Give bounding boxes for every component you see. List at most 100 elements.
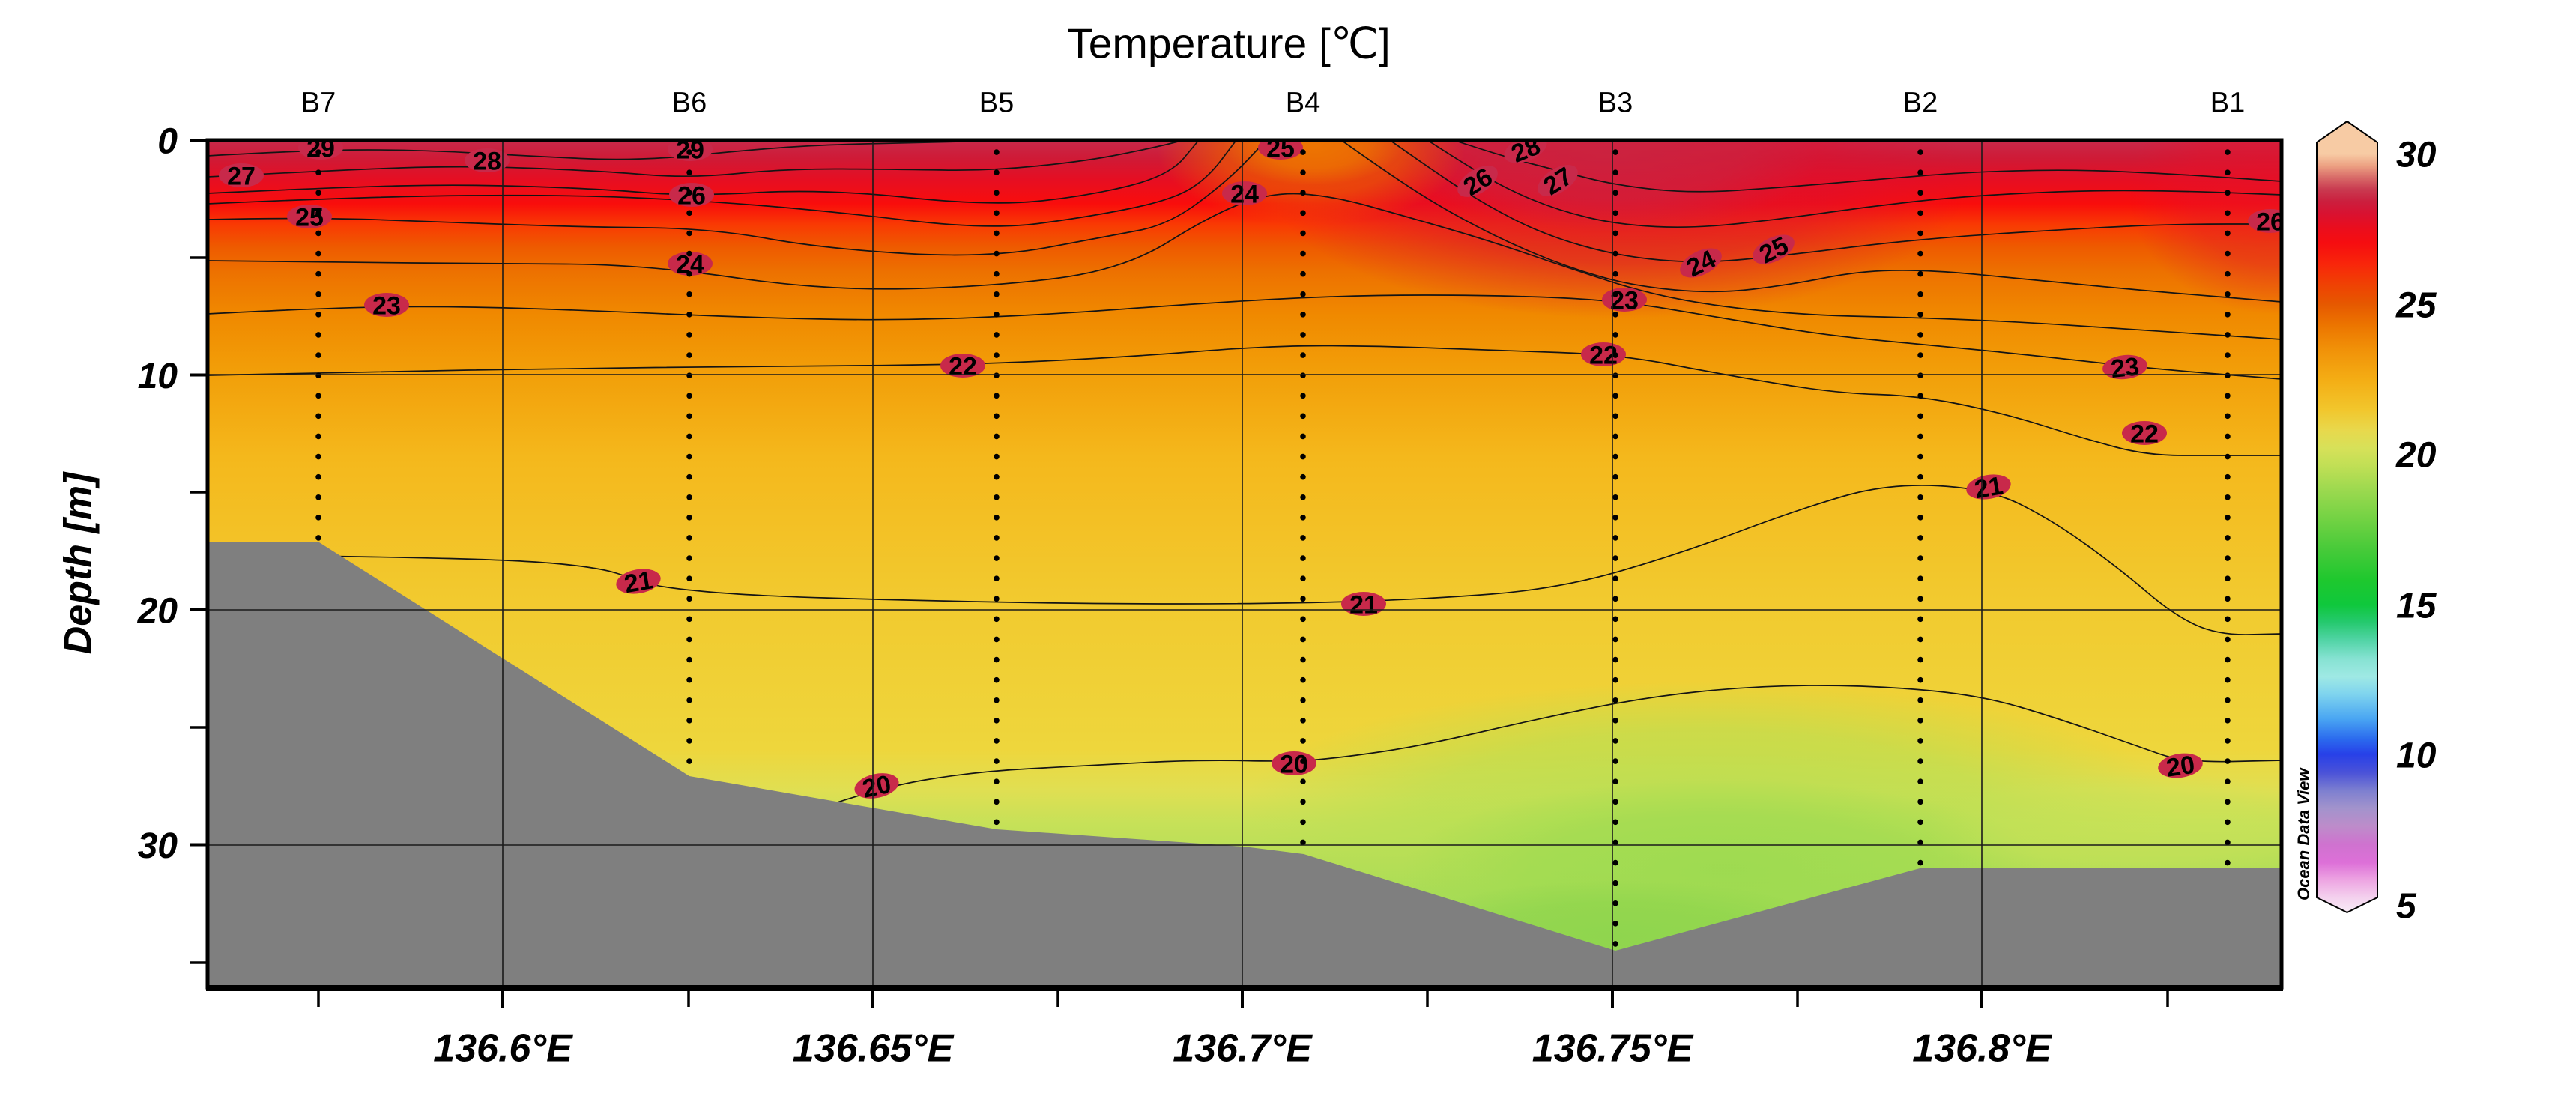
isotherm-29-contour	[208, 140, 1020, 160]
station-label-b2: B2	[1903, 88, 1938, 119]
plot-title: Temperature [℃]	[1067, 20, 1391, 68]
isotherm-27-contour	[1427, 140, 2282, 228]
contour-label-group: 27	[219, 162, 264, 190]
contour-label-knockout	[1504, 140, 1547, 163]
contour-label: 20	[2165, 751, 2197, 783]
contour-label-group: 22	[2122, 420, 2167, 448]
contour-label-knockout	[2248, 209, 2282, 233]
contour-label-group: 22	[940, 352, 985, 381]
contour-label-knockout	[669, 183, 714, 207]
contour-label: 25	[1266, 134, 1295, 163]
contour-label-knockout	[940, 354, 985, 378]
contour-label-knockout	[854, 773, 899, 799]
contour-label-knockout	[219, 163, 264, 187]
contour-label-knockout	[1457, 166, 1498, 197]
colorbar-tick-label: 20	[2395, 435, 2437, 475]
contour-label-group: 23	[364, 291, 409, 320]
contour-label-knockout	[2158, 753, 2203, 778]
contour-label: 20	[1280, 750, 1308, 778]
station-label-b7: B7	[301, 88, 336, 119]
contour-label-group: 29	[298, 140, 343, 163]
x-axis-tick-label: 136.75°E	[1532, 1027, 1694, 1071]
contour-label: 20	[860, 770, 894, 804]
contour-label: 25	[295, 203, 324, 231]
contour-label: 23	[2109, 352, 2141, 384]
seafloor-bathymetry	[208, 542, 2282, 987]
contour-label-knockout	[1581, 342, 1626, 366]
warm-right-edge	[2128, 140, 2282, 315]
colorbar-tick-label: 25	[2395, 285, 2437, 325]
colorbar-tick-label: 10	[2396, 736, 2437, 775]
isotherm-23-contour	[208, 294, 2282, 380]
isotherm-26-contour	[208, 140, 1237, 227]
isotherm-27-contour	[208, 140, 1200, 204]
isotherm-25-contour	[1340, 140, 2282, 303]
y-axis-tick-label: 0	[157, 121, 178, 161]
x-axis-tick-label: 136.8°E	[1912, 1027, 2052, 1071]
contour-label: 22	[2130, 420, 2159, 448]
contour-label-group: 21	[1966, 471, 2011, 504]
contour-label: 21	[622, 566, 655, 599]
contour-label: 23	[372, 291, 401, 320]
contour-label-knockout	[1680, 248, 1722, 278]
colorbar-tick-label: 30	[2396, 135, 2437, 175]
colorbar-tick-label: 15	[2396, 586, 2437, 626]
contour-label: 22	[949, 352, 977, 381]
contour-label: 26	[677, 181, 706, 210]
x-axis-tick-label: 136.6°E	[433, 1027, 573, 1071]
isotherm-28-contour	[208, 140, 1185, 178]
station-label-b5: B5	[979, 88, 1014, 119]
contour-label-knockout	[1272, 751, 1316, 775]
warm-pool-b3-core	[1401, 140, 1821, 232]
contour-label-knockout	[1753, 234, 1795, 264]
contour-label-knockout	[298, 140, 343, 160]
contour-label-group: 26	[1457, 163, 1498, 202]
contour-label-group: 23	[2102, 352, 2147, 384]
contour-label-knockout	[1966, 474, 2011, 500]
contour-label: 23	[1610, 286, 1639, 315]
contour-label: 24	[1230, 180, 1259, 208]
station-label-b1: B1	[2210, 88, 2245, 119]
x-axis-tick-label: 136.7°E	[1173, 1027, 1313, 1071]
contour-label-group: 25	[1258, 134, 1303, 163]
contour-label-group: 20	[1272, 750, 1316, 778]
contour-label-knockout	[1538, 165, 1578, 196]
contour-label: 27	[227, 162, 256, 190]
station-label-b6: B6	[672, 88, 707, 119]
contour-label-group: 20	[2158, 751, 2203, 783]
isotherm-22-contour	[208, 345, 2282, 456]
y-axis-tick-label: 20	[137, 591, 178, 631]
contour-label-knockout	[2102, 354, 2147, 380]
contour-label-group: 28	[465, 147, 510, 175]
contour-label: 28	[473, 147, 501, 175]
contour-label: 26	[2256, 208, 2285, 236]
contour-label-knockout	[465, 148, 510, 172]
y-axis-title: Depth [m]	[57, 471, 100, 654]
odv-credit-text: Ocean Data View	[2294, 767, 2313, 900]
contour-label: 21	[1972, 471, 2005, 504]
contour-label-group: 26	[669, 181, 714, 210]
station-label-b4: B4	[1286, 88, 1320, 119]
contour-label-knockout	[287, 205, 332, 228]
contour-label-knockout	[1222, 181, 1267, 205]
contour-label-knockout	[668, 252, 713, 276]
contour-label-group: 20	[854, 770, 899, 804]
contour-label-group: 26	[2248, 208, 2285, 236]
contour-label: 21	[1349, 590, 1378, 619]
y-axis-tick-label: 30	[138, 826, 178, 866]
contour-label-group: 24	[1222, 180, 1267, 208]
colorbar-tick-label: 5	[2396, 886, 2417, 926]
plot-interior: 2927252328292624222120252421202826272322…	[208, 134, 2285, 987]
isotherm-20-contour	[812, 685, 2282, 811]
contour-label-knockout	[616, 569, 661, 594]
contour-label-group: 21	[616, 566, 661, 599]
y-axis-tick-label: 10	[138, 357, 178, 396]
isotherm-25-contour	[208, 140, 1267, 256]
contour-label-knockout	[2122, 421, 2167, 445]
contour-label-knockout	[364, 293, 409, 317]
cold-bottom-right	[1926, 772, 2282, 884]
x-axis-tick-label: 136.65°E	[793, 1027, 955, 1071]
contour-label-group: 25	[287, 203, 332, 231]
